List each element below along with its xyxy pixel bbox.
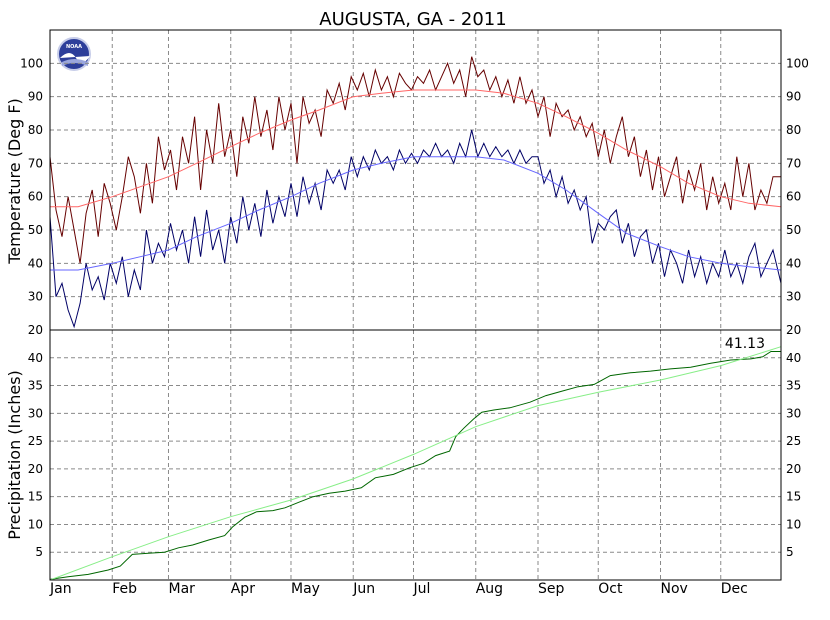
temp-ytick-right-0: 20	[786, 323, 801, 337]
month-label-mar: Mar	[168, 581, 195, 597]
precip-series-cumulative-actual	[49, 351, 781, 580]
precip-ytick-right-4: 25	[786, 434, 801, 448]
month-axis: Jan Feb Mar Apr May Jun Jul Aug Sep Oct Nov Dec	[49, 581, 748, 597]
precip-ytick-left-0: 5	[35, 545, 43, 559]
month-label-nov: Nov	[661, 581, 688, 597]
precip-ytick-right-7: 40	[786, 351, 801, 365]
precip-ytick-right-5: 30	[786, 406, 801, 420]
temp-ytick-right-5: 70	[786, 156, 801, 170]
precip-ytick-left-7: 40	[28, 351, 43, 365]
precip-ytick-left-5: 30	[28, 406, 43, 420]
precip-ytick-left-2: 15	[28, 490, 43, 504]
month-label-feb: Feb	[112, 581, 137, 597]
temp-series-daily-high	[49, 56, 781, 264]
temp-ytick-right-7: 90	[786, 90, 801, 104]
temp-ytick-left-8: 100	[20, 56, 43, 70]
precip-ytick-left-3: 20	[28, 462, 43, 476]
temp-ytick-left-5: 70	[28, 156, 43, 170]
temp-series-normal-low	[50, 156, 782, 271]
month-label-may: May	[291, 581, 320, 597]
temp-ytick-right-1: 30	[786, 290, 801, 304]
temp-ytick-right-4: 60	[786, 190, 801, 204]
precipitation-y-label: Precipitation (Inches)	[5, 370, 24, 540]
month-label-dec: Dec	[721, 581, 748, 597]
temp-ytick-right-3: 50	[786, 223, 801, 237]
month-label-aug: Aug	[476, 581, 503, 597]
temp-ytick-right-2: 40	[786, 256, 801, 270]
precipitation-total-label: 41.13	[725, 336, 765, 352]
temp-ytick-left-0: 20	[28, 323, 43, 337]
precip-ytick-right-3: 20	[786, 462, 801, 476]
precip-ytick-left-6: 35	[28, 379, 43, 393]
month-label-jun: Jun	[352, 581, 375, 597]
temp-ytick-left-3: 50	[28, 223, 43, 237]
temp-ytick-right-8: 100	[786, 56, 809, 70]
noaa-logo: NOAA	[57, 37, 91, 71]
svg-text:NOAA: NOAA	[66, 44, 82, 50]
temp-ytick-right-6: 80	[786, 123, 801, 137]
temp-series-normal-high	[50, 89, 782, 208]
temp-ytick-left-1: 30	[28, 290, 43, 304]
precip-ytick-right-6: 35	[786, 379, 801, 393]
month-label-jan: Jan	[49, 581, 72, 597]
precip-ytick-right-0: 5	[786, 545, 794, 559]
month-label-apr: Apr	[231, 581, 255, 597]
temp-series-daily-low	[49, 129, 782, 329]
month-label-jul: Jul	[412, 581, 430, 597]
temp-ytick-left-4: 60	[28, 190, 43, 204]
chart-title: AUGUSTA, GA - 2011	[319, 9, 506, 30]
temp-ytick-left-7: 90	[28, 90, 43, 104]
temp-ytick-left-6: 80	[28, 123, 43, 137]
precip-ytick-right-2: 15	[786, 490, 801, 504]
temperature-y-label: Temperature (Deg F)	[5, 98, 24, 265]
month-label-oct: Oct	[598, 581, 623, 597]
precip-ytick-right-1: 10	[786, 517, 801, 531]
precipitation-panel: 5 5 10 10 15 15 20 20 25 25 30 30 35 35 40 40	[28, 329, 801, 581]
temperature-panel: 20 20 30 30 40 40 50 50 60 60 70 70 80 80 90 90 100 100	[20, 29, 809, 337]
precip-ytick-left-4: 25	[28, 434, 43, 448]
precip-series-cumulative-normal	[49, 346, 782, 581]
precip-plot-frame	[49, 329, 782, 581]
month-label-sep: Sep	[538, 581, 565, 597]
temp-ytick-left-2: 40	[28, 256, 43, 270]
precip-ytick-left-1: 10	[28, 517, 43, 531]
